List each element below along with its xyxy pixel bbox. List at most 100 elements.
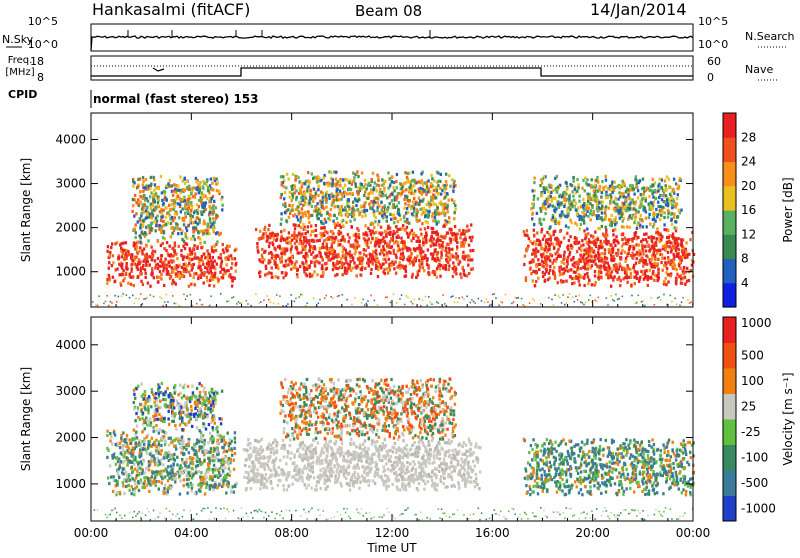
heatmap-cell: [341, 236, 343, 239]
heatmap-cell: [372, 250, 374, 253]
heatmap-cell: [616, 239, 618, 242]
heatmap-cell: [567, 226, 569, 229]
heatmap-cell: [608, 251, 610, 254]
heatmap-cell: [371, 237, 373, 240]
speckle-cell: [199, 299, 201, 301]
heatmap-cell: [214, 220, 216, 223]
heatmap-cell: [202, 180, 204, 183]
heatmap-cell: [589, 259, 591, 262]
heatmap-cell: [455, 235, 457, 238]
heatmap-cell: [207, 189, 209, 192]
heatmap-cell: [363, 248, 365, 251]
heatmap-cell: [637, 210, 639, 213]
heatmap-cell: [197, 277, 199, 280]
heatmap-cell: [291, 239, 293, 242]
heatmap-cell: [198, 199, 200, 202]
heatmap-cell: [404, 171, 406, 174]
speckle-cell: [500, 301, 502, 303]
heatmap-cell: [661, 198, 663, 201]
heatmap-cell: [337, 262, 339, 265]
heatmap-cell: [204, 266, 206, 269]
speckle-cell: [580, 301, 582, 303]
heatmap-cell: [302, 242, 304, 245]
heatmap-cell: [470, 223, 472, 226]
heatmap-cell: [340, 231, 342, 234]
heatmap-cell: [206, 249, 208, 252]
heatmap-cell: [328, 194, 330, 197]
heatmap-cell: [608, 207, 610, 210]
heatmap-cell: [130, 276, 132, 279]
heatmap-cell: [556, 190, 558, 193]
heatmap-cell: [177, 195, 179, 198]
heatmap-cell: [204, 256, 206, 259]
speckle-cell: [142, 303, 144, 305]
heatmap-cell: [137, 203, 139, 206]
speckle-cell: [494, 293, 496, 295]
speckle-cell: [471, 299, 473, 301]
heatmap-cell: [301, 246, 303, 249]
heatmap-cell: [613, 275, 615, 278]
heatmap-cell: [114, 280, 116, 283]
heatmap-cell: [648, 244, 650, 247]
heatmap-cell: [383, 180, 385, 183]
heatmap-cell: [669, 193, 671, 196]
heatmap-cell: [614, 181, 616, 184]
heatmap-cell: [644, 245, 646, 248]
heatmap-cell: [286, 173, 288, 176]
heatmap-cell: [617, 185, 619, 188]
heatmap-cell: [296, 275, 298, 278]
heatmap-cell: [585, 233, 587, 236]
heatmap-cell: [413, 183, 415, 186]
heatmap-cell: [307, 171, 309, 174]
heatmap-cell: [132, 180, 134, 183]
heatmap-cell: [222, 248, 224, 251]
heatmap-cell: [140, 212, 142, 215]
heatmap-cell: [124, 256, 126, 259]
heatmap-cell: [376, 259, 378, 262]
speckle-cell: [377, 304, 379, 306]
heatmap-cell: [443, 186, 445, 189]
speckle-cell: [577, 299, 579, 301]
heatmap-cell: [584, 263, 586, 266]
heatmap-cell: [657, 189, 659, 192]
heatmap-cell: [182, 245, 184, 248]
heatmap-cell: [357, 175, 359, 178]
heatmap-cell: [587, 183, 589, 186]
speckle-cell: [679, 305, 681, 307]
heatmap-cell: [307, 265, 309, 268]
heatmap-cell: [614, 223, 616, 226]
heatmap-cell: [619, 187, 621, 190]
heatmap-cell: [150, 203, 152, 206]
heatmap-cell: [541, 181, 543, 184]
heatmap-cell: [121, 255, 123, 258]
heatmap-cell: [273, 238, 275, 241]
speckle-cell: [410, 301, 412, 303]
heatmap-cell: [213, 275, 215, 278]
heatmap-cell: [452, 190, 454, 193]
heatmap-cell: [309, 189, 311, 192]
heatmap-cell: [298, 192, 300, 195]
heatmap-cell: [165, 223, 167, 226]
heatmap-cell: [425, 239, 427, 242]
heatmap-cell: [652, 270, 654, 273]
heatmap-cell: [569, 219, 571, 222]
heatmap-cell: [625, 190, 627, 193]
speckle-cell: [300, 294, 302, 296]
heatmap-cell: [287, 208, 289, 211]
heatmap-cell: [370, 200, 372, 203]
heatmap-cell: [685, 250, 687, 253]
heatmap-cell: [454, 225, 456, 228]
heatmap-cell: [155, 224, 157, 227]
heatmap-cell: [446, 232, 448, 235]
heatmap-cell: [204, 241, 206, 244]
heatmap-cell: [156, 220, 158, 223]
heatmap-cell: [325, 262, 327, 265]
heatmap-cell: [193, 229, 195, 232]
heatmap-cell: [313, 270, 315, 273]
heatmap-cell: [357, 229, 359, 232]
heatmap-cell: [157, 240, 159, 243]
heatmap-cell: [326, 231, 328, 234]
heatmap-cell: [140, 236, 142, 239]
heatmap-cell: [656, 227, 658, 230]
heatmap-cell: [281, 271, 283, 274]
